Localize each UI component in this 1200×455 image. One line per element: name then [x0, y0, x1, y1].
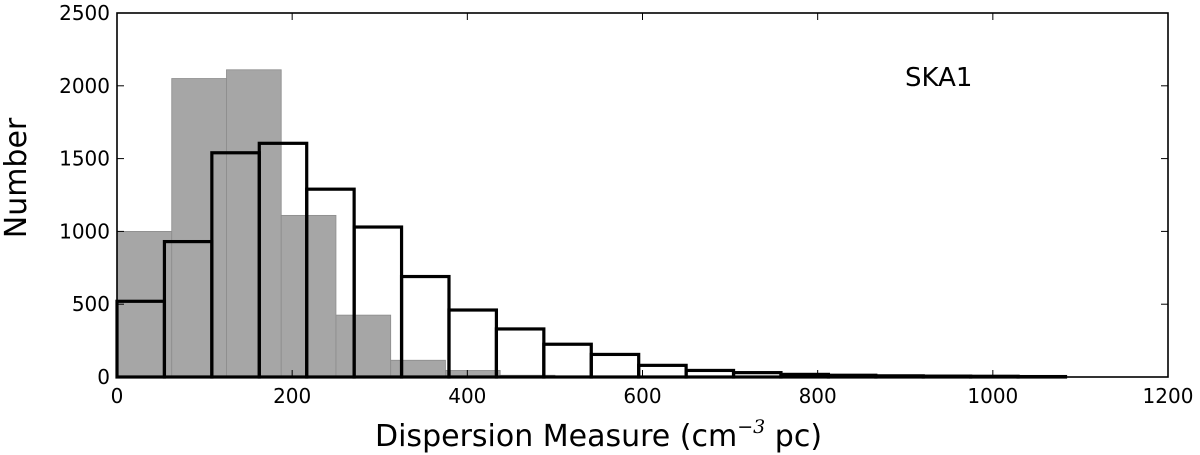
- y-tick-labels: 0 500 1000 1500 2000 2500: [59, 1, 110, 389]
- outline-histogram-series: [115, 141, 1068, 379]
- y-tick-label: 1500: [59, 147, 110, 171]
- y-tick-label: 1000: [59, 219, 110, 243]
- annotation-ska1: SKA1: [905, 63, 972, 93]
- x-axis-label-main: Dispersion Measure (cm: [375, 419, 737, 454]
- axis-ticks: [116, 12, 1169, 378]
- outline-bar: [447, 308, 499, 379]
- x-tick-label: 1000: [967, 384, 1018, 408]
- gray-bar: [280, 214, 337, 378]
- y-tick-label: 0: [97, 365, 110, 389]
- gray-histogram-series: [116, 69, 611, 378]
- x-tick-label: 1200: [1143, 384, 1194, 408]
- x-tick-label: 0: [111, 384, 124, 408]
- x-tick-label: 200: [273, 384, 311, 408]
- x-tick-labels: 0 200 400 600 800 1000 1200: [111, 384, 1194, 408]
- outline-bar: [542, 342, 593, 379]
- x-tick-label: 400: [448, 384, 486, 408]
- y-tick-label: 500: [72, 292, 110, 316]
- outline-bar: [589, 352, 641, 379]
- gray-bar: [226, 69, 282, 378]
- x-axis-label-superscript: −3: [737, 416, 765, 438]
- y-tick-label: 2500: [59, 1, 110, 25]
- y-tick-label: 2000: [59, 74, 110, 98]
- x-axis-label-tail: pc): [765, 419, 822, 454]
- outline-bar: [637, 363, 688, 379]
- gray-bar: [335, 314, 392, 378]
- outline-bar: [684, 368, 736, 379]
- gray-bar: [116, 230, 173, 378]
- x-axis-label: Dispersion Measure (cm−3 pc): [375, 416, 822, 454]
- outline-bar: [494, 327, 546, 379]
- gray-bar: [390, 359, 446, 378]
- x-tick-label: 800: [799, 384, 837, 408]
- x-tick-label: 600: [623, 384, 661, 408]
- gray-bar: [171, 78, 227, 378]
- y-axis-label: Number: [0, 117, 34, 238]
